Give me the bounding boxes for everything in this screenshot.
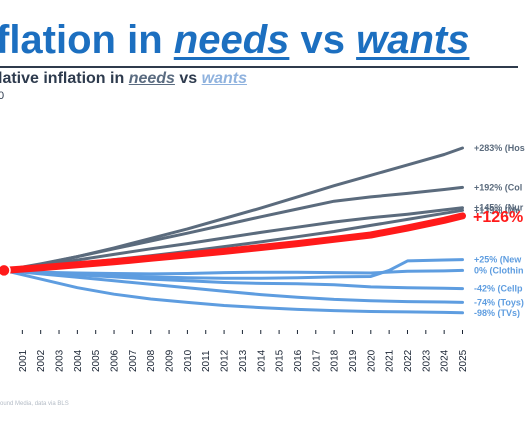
page-title: flation in needs vs wants (0, 12, 469, 68)
unit-note: 0 (0, 90, 5, 102)
x-tick-label: 2025 (458, 349, 469, 372)
series-line-6 (2, 268, 464, 276)
subtitle-needs-word: needs (128, 70, 175, 87)
x-tick-label: 2004 (73, 349, 84, 372)
series-end-label: 0% (Clothin (474, 265, 524, 275)
origin-marker (0, 263, 11, 278)
series-line-8 (2, 268, 464, 304)
series-end-label: +25% (New (474, 255, 522, 265)
series-end-label: +139% (Me (474, 205, 520, 215)
x-tick-label: 2023 (421, 349, 432, 372)
x-tick-label: 2007 (128, 349, 139, 372)
chart-subtitle: lative inflation in needs vs wants (0, 70, 247, 88)
x-tick-label: 2017 (311, 349, 322, 372)
x-tick-label: 2015 (275, 349, 286, 372)
x-tick-label: 2021 (385, 349, 396, 372)
title-wants-word: wants (356, 18, 470, 62)
x-tick-label: 2008 (146, 349, 157, 372)
x-tick-label: 2001 (18, 349, 29, 372)
subtitle-text-part1: lative inflation in (0, 70, 129, 87)
source-note: ound Media, data via BLS (0, 401, 69, 407)
x-tick-label: 2024 (440, 349, 451, 372)
x-tick-label: 2022 (403, 349, 414, 372)
x-tick-label: 2020 (366, 349, 377, 372)
title-text-mid: vs (289, 18, 357, 62)
title-divider (0, 66, 518, 68)
series-end-label: -74% (Toys) (474, 297, 524, 307)
x-tick-label: 2016 (293, 349, 304, 372)
series-end-label: +192% (Col (474, 182, 522, 192)
series-end-label: -98% (TVs) (474, 308, 520, 318)
x-tick-label: 2013 (238, 349, 249, 372)
x-tick-label: 2012 (220, 349, 231, 372)
x-tick-label: 2005 (91, 349, 102, 372)
subtitle-wants-word: wants (201, 70, 247, 87)
title-text-part1: flation in (0, 18, 174, 62)
subtitle-text-mid: vs (174, 70, 202, 87)
x-tick-label: 2011 (201, 350, 212, 372)
x-tick-label: 2018 (330, 349, 341, 372)
x-tick-label: 2006 (110, 349, 121, 372)
title-needs-word: needs (173, 18, 290, 62)
series-line-4 (0, 212, 466, 274)
series-end-label: +126% (473, 209, 523, 226)
series-line-9 (2, 268, 464, 315)
x-tick-label: 2014 (256, 349, 267, 372)
series-line-2 (2, 206, 464, 272)
series-end-label: -42% (Cellp (474, 284, 523, 294)
x-tick-label: 2003 (55, 349, 66, 372)
series-end-label: +145% (Nur (474, 203, 524, 213)
series-end-label: +283% (Hos (474, 143, 525, 153)
x-tick-label: 2019 (348, 349, 359, 372)
x-tick-label: 2002 (36, 349, 47, 372)
x-tick-label: 2010 (183, 349, 194, 372)
series-line-1 (2, 185, 464, 272)
x-tick-label: 2009 (165, 349, 176, 372)
series-line-7 (2, 268, 464, 291)
